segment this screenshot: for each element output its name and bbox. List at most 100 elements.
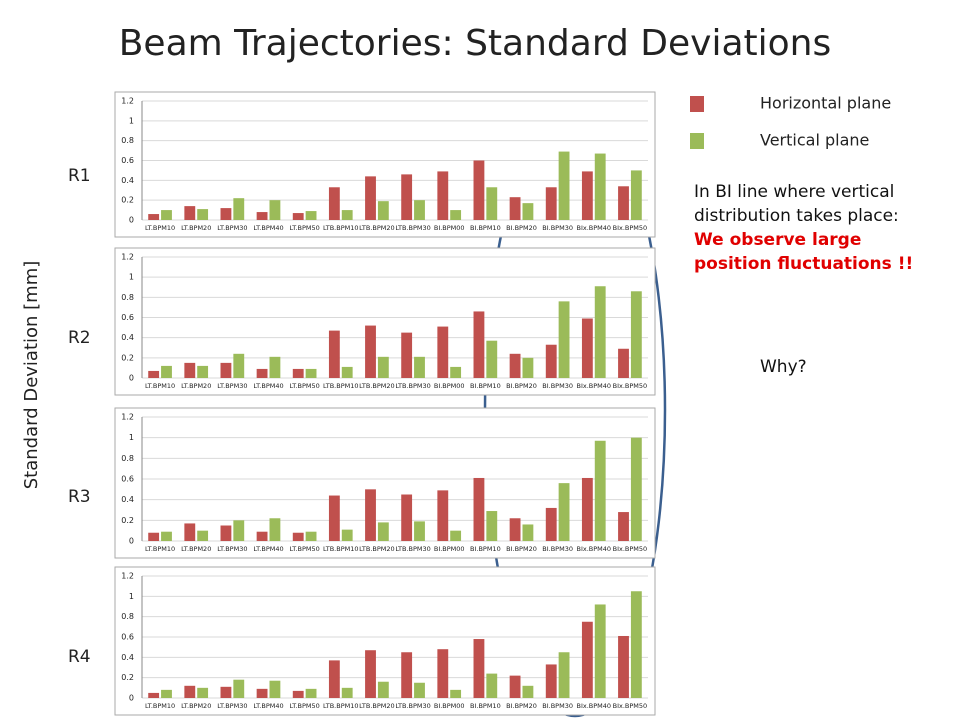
bar	[581, 477, 593, 541]
bar	[365, 176, 376, 220]
bar	[341, 366, 353, 378]
bar	[594, 440, 606, 541]
x-tick-label: LTB.BPM10	[323, 702, 358, 710]
x-tick-label: LTB.BPM10	[323, 224, 358, 232]
x-tick-label: LT.BPM10	[145, 545, 175, 553]
bar	[450, 530, 462, 541]
x-tick-label: BI.BPM00	[434, 382, 465, 390]
bar	[450, 210, 462, 220]
legend-label: Horizontal plane	[760, 94, 891, 113]
y-tick-label: 1.2	[121, 413, 134, 422]
bar	[161, 210, 172, 220]
bar	[473, 311, 485, 378]
bar	[509, 353, 521, 378]
bar	[450, 366, 462, 378]
x-tick-label: BIx.BPM50	[613, 545, 648, 553]
bar	[594, 286, 606, 378]
bar	[328, 495, 340, 541]
y-tick-label: 0.6	[121, 475, 134, 484]
bar	[197, 687, 209, 698]
x-tick-label: BI.BPM30	[542, 702, 573, 710]
bar	[581, 621, 593, 698]
bar	[292, 213, 304, 220]
bar	[545, 664, 557, 698]
x-tick-label: BIx.BPM50	[613, 224, 648, 232]
row-label: R3	[68, 487, 91, 507]
bar	[581, 318, 593, 378]
bar	[522, 203, 534, 220]
x-tick-label: LT.BPM40	[253, 545, 283, 553]
x-tick-label: LT.BPM20	[181, 545, 211, 553]
bar	[509, 518, 521, 541]
bar	[401, 332, 413, 378]
y-tick-label: 0.2	[121, 196, 134, 205]
bar	[618, 635, 629, 698]
x-tick-label: LT.BPM30	[217, 702, 247, 710]
y-tick-label: 0.8	[121, 136, 134, 145]
y-tick-label: 0.2	[121, 353, 134, 362]
bar	[522, 357, 534, 378]
bar	[341, 687, 353, 698]
x-tick-label: LT.BPM20	[181, 702, 211, 710]
note-text: In BI line where vertical distribution t…	[694, 182, 899, 226]
bar	[233, 520, 245, 541]
x-tick-label: BI.BPM00	[434, 224, 465, 232]
bar	[220, 362, 232, 378]
x-tick-label: LT.BPM20	[181, 382, 211, 390]
y-tick-label: 0.4	[121, 653, 134, 662]
bar	[197, 530, 209, 541]
legend-swatch	[690, 96, 704, 112]
y-tick-label: 0.8	[121, 612, 134, 621]
bar	[522, 685, 534, 698]
x-tick-label: LTB.BPM10	[323, 382, 358, 390]
bar	[220, 686, 232, 698]
bar	[486, 340, 498, 378]
x-tick-label: LTB.BPM20	[359, 382, 394, 390]
note-highlight: We observe large position fluctuations !…	[694, 230, 914, 274]
bar	[401, 494, 413, 541]
legend-swatch	[690, 133, 704, 149]
x-tick-label: BI.BPM00	[434, 545, 465, 553]
y-tick-label: 0.4	[121, 495, 134, 504]
bar	[437, 490, 449, 541]
y-tick-label: 0.4	[121, 176, 134, 185]
bar	[292, 532, 304, 541]
y-tick-label: 0.6	[121, 156, 134, 165]
y-tick-label: 0.6	[121, 633, 134, 642]
x-tick-label: LT.BPM20	[181, 224, 211, 232]
x-tick-label: LTB.BPM30	[395, 224, 430, 232]
bar	[414, 200, 425, 220]
bar	[558, 151, 570, 220]
annotation: In BI line where vertical distribution t…	[694, 180, 944, 276]
bar	[522, 524, 534, 541]
x-tick-label: BI.BPM10	[470, 382, 501, 390]
bar	[365, 650, 376, 698]
bar	[256, 212, 268, 220]
bar	[161, 531, 172, 541]
x-tick-label: BI.BPM20	[506, 702, 537, 710]
slide-title: Beam Trajectories: Standard Deviations	[119, 23, 832, 64]
x-tick-label: LTB.BPM20	[359, 545, 394, 553]
bar	[292, 690, 304, 698]
bar	[305, 368, 317, 378]
bar	[594, 153, 606, 220]
x-tick-label: LT.BPM10	[145, 382, 175, 390]
bar	[305, 531, 317, 541]
bar	[184, 206, 196, 220]
bar	[341, 210, 353, 220]
bar	[414, 682, 425, 698]
bar	[618, 512, 629, 541]
x-tick-label: LTB.BPM30	[395, 545, 430, 553]
x-tick-label: BI.BPM30	[542, 545, 573, 553]
bar	[486, 187, 498, 220]
x-tick-label: LT.BPM30	[217, 382, 247, 390]
y-tick-label: 1	[129, 433, 134, 442]
bar	[450, 689, 462, 698]
row-label: R1	[68, 166, 91, 186]
bar	[377, 522, 389, 541]
bar	[256, 688, 268, 698]
y-tick-label: 0.6	[121, 313, 134, 322]
x-tick-label: BIx.BPM40	[577, 545, 612, 553]
bar	[437, 326, 449, 378]
